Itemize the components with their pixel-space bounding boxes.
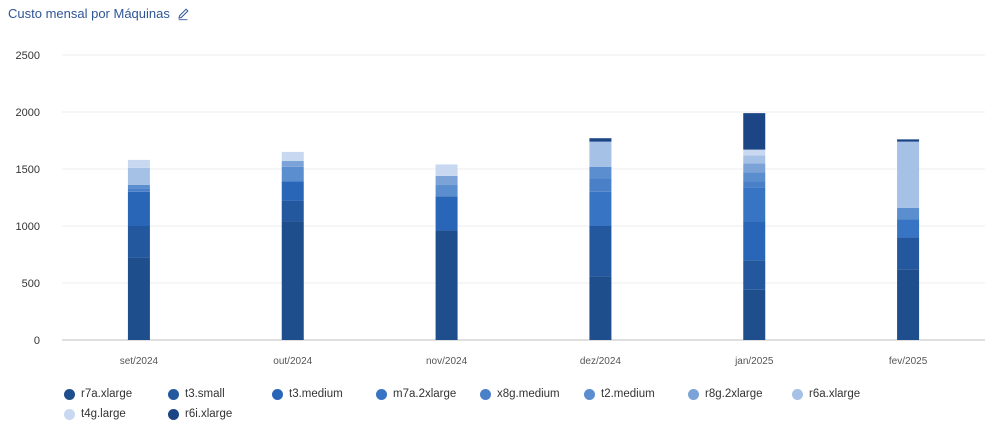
gridlines xyxy=(62,54,985,341)
x-tick-label: nov/2024 xyxy=(426,356,468,367)
bar-segment[interactable] xyxy=(589,226,612,277)
bar-segment[interactable] xyxy=(127,257,150,340)
bar-segment[interactable] xyxy=(743,221,766,261)
pencil-icon[interactable] xyxy=(176,7,190,21)
y-tick-label: 2500 xyxy=(16,50,40,62)
y-tick-label: 0 xyxy=(34,335,40,347)
legend-swatch xyxy=(64,408,75,420)
legend-label: x8g.medium xyxy=(497,388,560,400)
bar-segment[interactable] xyxy=(897,269,920,340)
legend-swatch xyxy=(584,388,595,400)
bar-segment[interactable] xyxy=(127,184,150,189)
bar-segment[interactable] xyxy=(589,141,612,167)
x-tick-label: fev/2025 xyxy=(889,356,928,367)
legend-label: r8g.2xlarge xyxy=(705,388,763,400)
bar-segment[interactable] xyxy=(589,276,612,340)
x-tick-label: dez/2024 xyxy=(580,356,622,367)
legend-item[interactable]: r6a.xlarge xyxy=(792,388,860,400)
bar-segment[interactable] xyxy=(743,260,766,290)
bar-segment[interactable] xyxy=(897,207,920,220)
y-tick-label: 2000 xyxy=(16,107,40,119)
x-tick-label: out/2024 xyxy=(273,356,312,367)
bar-segment[interactable] xyxy=(743,181,766,188)
bar-segment[interactable] xyxy=(435,164,458,176)
bars xyxy=(127,113,920,340)
legend-item[interactable]: t3.small xyxy=(168,388,225,400)
legend-swatch xyxy=(376,388,387,400)
bar-segment[interactable] xyxy=(435,175,458,185)
bar-segment[interactable] xyxy=(127,188,150,192)
legend-label: r6i.xlarge xyxy=(185,408,233,420)
bar-segment[interactable] xyxy=(435,184,458,197)
legend-item[interactable]: r6i.xlarge xyxy=(168,408,232,420)
bar-segment[interactable] xyxy=(743,163,766,173)
bar-segment[interactable] xyxy=(743,289,766,340)
bar-segment[interactable] xyxy=(589,138,612,142)
legend-label: m7a.2xlarge xyxy=(393,388,457,400)
y-tick-label: 1000 xyxy=(16,221,40,233)
legend-label: t4g.large xyxy=(81,408,126,420)
legend-swatch xyxy=(64,388,75,400)
legend-item[interactable]: t2.medium xyxy=(584,388,655,400)
legend-label: t2.medium xyxy=(601,388,655,400)
legend-swatch xyxy=(168,408,179,420)
bar-segment[interactable] xyxy=(127,191,150,226)
pencil-icon-glyph xyxy=(178,7,189,20)
legend-label: t3.medium xyxy=(289,388,343,400)
bar-segment[interactable] xyxy=(897,237,920,270)
legend-item[interactable]: t3.medium xyxy=(272,388,343,400)
bar-segment[interactable] xyxy=(589,191,612,226)
legend-item[interactable]: m7a.2xlarge xyxy=(376,388,456,400)
bar-segment[interactable] xyxy=(897,141,920,208)
bar-segment[interactable] xyxy=(435,230,458,340)
bar-segment[interactable] xyxy=(743,149,766,156)
legend-label: r7a.xlarge xyxy=(81,388,133,400)
bar-segment[interactable] xyxy=(127,167,150,185)
bar-segment[interactable] xyxy=(281,166,304,182)
bar-segment[interactable] xyxy=(589,166,612,179)
legend-swatch xyxy=(792,388,803,400)
bar-segment[interactable] xyxy=(281,181,304,201)
legend-item[interactable]: x8g.medium xyxy=(480,388,560,400)
legend-item[interactable]: t4g.large xyxy=(64,408,126,420)
bar-segment[interactable] xyxy=(743,172,766,182)
y-tick-label: 1500 xyxy=(16,164,40,176)
bar-segment[interactable] xyxy=(897,219,920,238)
bar-segment[interactable] xyxy=(743,187,766,222)
chart-title: Custo mensal por Máquinas xyxy=(8,6,170,21)
bar-segment[interactable] xyxy=(127,159,150,168)
legend-item[interactable]: r8g.2xlarge xyxy=(688,388,763,400)
y-axis: 0 500 1000 1500 2000 2500 xyxy=(16,50,40,347)
bar-segment[interactable] xyxy=(743,113,766,150)
bar-segment[interactable] xyxy=(281,221,304,340)
bar-segment[interactable] xyxy=(281,151,304,162)
y-tick-label: 500 xyxy=(22,278,40,290)
bar-segment[interactable] xyxy=(743,155,766,164)
bar-segment[interactable] xyxy=(281,161,304,167)
legend-swatch xyxy=(168,388,179,400)
bar-segment[interactable] xyxy=(897,139,920,142)
bar-segment[interactable] xyxy=(435,196,458,231)
chart-header: Custo mensal por Máquinas xyxy=(8,6,190,21)
legend-swatch xyxy=(688,388,699,400)
legend-item[interactable]: r7a.xlarge xyxy=(64,388,132,400)
legend-swatch xyxy=(272,388,283,400)
bar-segment[interactable] xyxy=(127,226,150,258)
bar-segment[interactable] xyxy=(589,178,612,192)
legend-label: t3.small xyxy=(185,388,225,400)
x-axis: set/2024 out/2024 nov/2024 dez/2024 jan/2025… xyxy=(120,356,928,367)
x-tick-label: jan/2025 xyxy=(734,356,774,367)
legend-label: r6a.xlarge xyxy=(809,388,861,400)
stacked-bar-chart: 0 500 1000 1500 2000 2500 set/2024 out/2024 nov… xyxy=(16,50,985,367)
x-tick-label: set/2024 xyxy=(120,356,159,367)
bar-segment[interactable] xyxy=(281,200,304,222)
legend-swatch xyxy=(480,388,491,400)
